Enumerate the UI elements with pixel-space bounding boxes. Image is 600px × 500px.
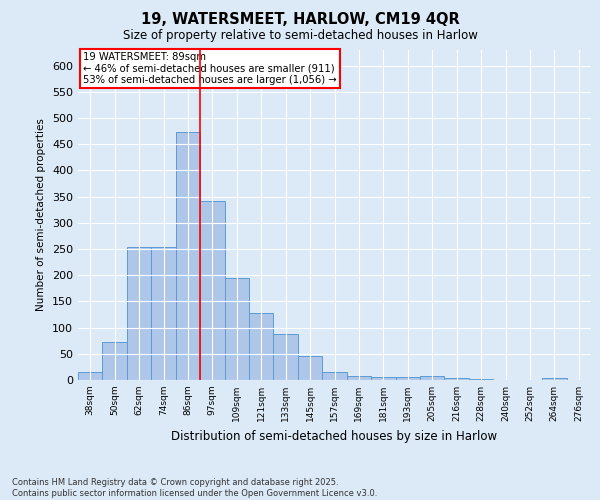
Bar: [420, 376, 445, 380]
Bar: [224, 278, 249, 380]
Bar: [200, 202, 224, 380]
Bar: [103, 342, 127, 380]
Bar: [298, 356, 322, 380]
Bar: [249, 313, 274, 380]
Bar: [274, 334, 298, 380]
Y-axis label: Number of semi-detached properties: Number of semi-detached properties: [37, 118, 46, 312]
Bar: [151, 248, 176, 380]
Text: Size of property relative to semi-detached houses in Harlow: Size of property relative to semi-detach…: [122, 29, 478, 42]
Text: Contains HM Land Registry data © Crown copyright and database right 2025.
Contai: Contains HM Land Registry data © Crown c…: [12, 478, 377, 498]
Bar: [176, 132, 200, 380]
Text: 19, WATERSMEET, HARLOW, CM19 4QR: 19, WATERSMEET, HARLOW, CM19 4QR: [140, 12, 460, 28]
Bar: [78, 372, 103, 380]
Bar: [347, 376, 371, 380]
Text: 19 WATERSMEET: 89sqm
← 46% of semi-detached houses are smaller (911)
53% of semi: 19 WATERSMEET: 89sqm ← 46% of semi-detac…: [83, 52, 337, 85]
Bar: [371, 378, 395, 380]
X-axis label: Distribution of semi-detached houses by size in Harlow: Distribution of semi-detached houses by …: [172, 430, 497, 442]
Bar: [542, 378, 566, 380]
Bar: [127, 247, 151, 380]
Bar: [445, 378, 469, 380]
Bar: [322, 372, 347, 380]
Bar: [469, 379, 493, 380]
Bar: [395, 377, 420, 380]
